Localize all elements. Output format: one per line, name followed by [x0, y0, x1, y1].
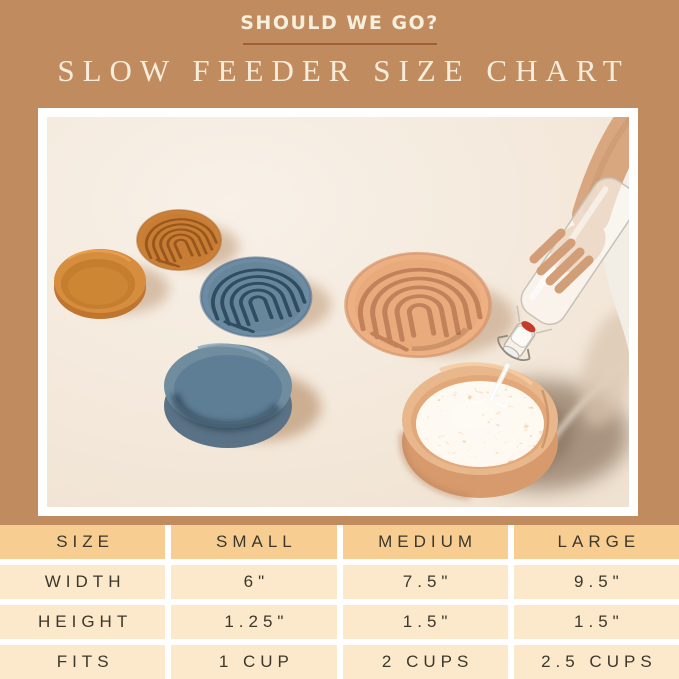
row-fits-label: FITS [0, 645, 166, 679]
row-width-label: WIDTH [0, 565, 166, 599]
water-bowl [398, 362, 558, 500]
product-photo-frame [38, 108, 638, 516]
height-large: 1.5" [513, 605, 679, 639]
width-large: 9.5" [513, 565, 679, 599]
brand-logo: SHOULD WE GO? [240, 12, 439, 34]
table-header-large: LARGE [513, 525, 679, 559]
row-height-label: HEIGHT [0, 605, 166, 639]
size-chart-table: SIZE SMALL MEDIUM LARGE WIDTH 6" 7.5" 9.… [0, 525, 679, 679]
height-medium: 1.5" [342, 605, 508, 639]
blue-slow-feeder [199, 256, 314, 340]
orange-plate [54, 249, 146, 319]
table-header-small: SMALL [171, 525, 337, 559]
blue-bowl [164, 343, 292, 448]
page-title: SLOW FEEDER SIZE CHART [57, 53, 630, 88]
red-gasket [521, 321, 536, 333]
peach-slow-feeder [344, 251, 492, 359]
table-header-medium: MEDIUM [342, 525, 508, 559]
product-photo [47, 117, 629, 507]
width-medium: 7.5" [342, 565, 508, 599]
fits-large: 2.5 CUPS [513, 645, 679, 679]
fits-small: 1 CUP [171, 645, 337, 679]
fingers [529, 228, 594, 294]
height-small: 1.25" [171, 605, 337, 639]
swing-top-wire [497, 334, 531, 361]
brand-underline [243, 43, 437, 45]
fits-medium: 2 CUPS [342, 645, 508, 679]
orange-slow-feeder [135, 209, 224, 274]
table-header-size: SIZE [0, 525, 166, 559]
hand-and-bottle [473, 117, 629, 428]
width-small: 6" [171, 565, 337, 599]
